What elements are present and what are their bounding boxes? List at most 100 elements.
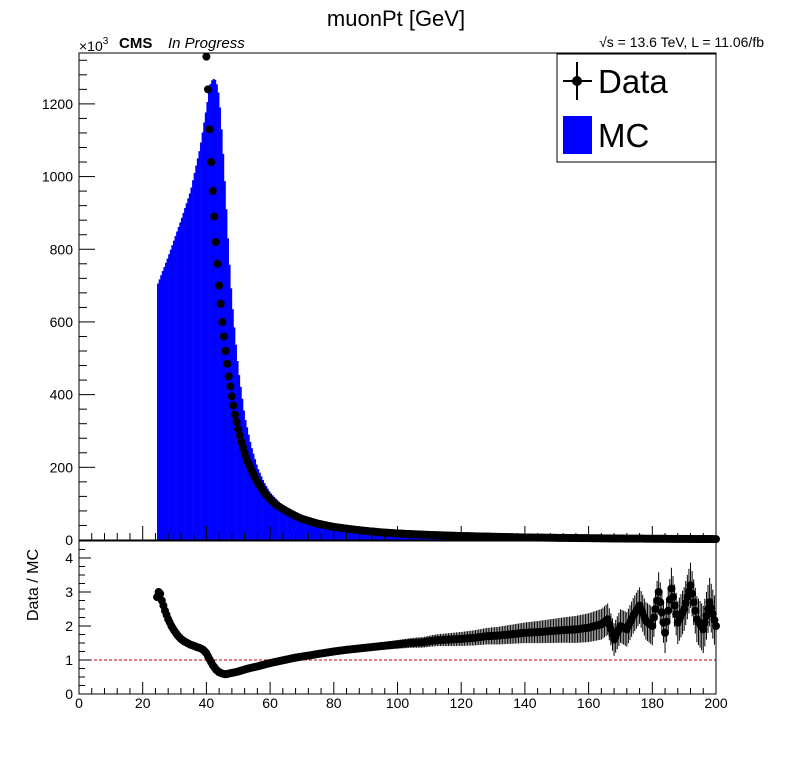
mc-histogram-bin bbox=[357, 530, 360, 540]
x-tick-label: 80 bbox=[326, 695, 342, 711]
data-point bbox=[231, 410, 240, 419]
mc-histogram-bin bbox=[182, 212, 185, 540]
mc-histogram-bin bbox=[303, 519, 306, 540]
data-point bbox=[229, 401, 238, 410]
y-axis-multiplier-exponent: 3 bbox=[103, 36, 109, 47]
mc-histogram-bin bbox=[255, 464, 258, 540]
mc-histogram-bin bbox=[354, 530, 357, 540]
mc-histogram-bin bbox=[364, 531, 366, 540]
mc-histogram-bin bbox=[243, 410, 245, 540]
ratio-y-axis-label: Data / MC bbox=[25, 549, 42, 621]
ratio-y-tick-label: 4 bbox=[65, 550, 73, 566]
legend: Data MC bbox=[556, 53, 717, 163]
experiment-label: CMS bbox=[119, 35, 152, 52]
mc-histogram-bin bbox=[201, 132, 204, 540]
mc-histogram-bin bbox=[313, 522, 315, 540]
mc-histogram-bin bbox=[309, 521, 312, 540]
mc-histogram-bin bbox=[247, 434, 250, 540]
mc-histogram-bin bbox=[351, 530, 354, 540]
x-tick-label: 140 bbox=[513, 695, 537, 711]
mc-histogram-bin bbox=[327, 526, 330, 540]
mc-histogram-bin bbox=[341, 528, 344, 540]
mc-histogram-bin bbox=[330, 526, 333, 540]
mc-histogram-bin bbox=[268, 491, 271, 540]
mc-histogram-bin bbox=[376, 532, 379, 540]
data-point bbox=[224, 372, 233, 381]
mc-histogram-bin bbox=[325, 525, 328, 540]
data-point bbox=[205, 125, 214, 134]
mc-histogram-bin bbox=[362, 531, 365, 540]
mc-histogram-bin bbox=[270, 493, 272, 540]
data-point bbox=[210, 212, 219, 221]
mc-histogram-bin bbox=[207, 91, 210, 540]
mc-histogram-bin bbox=[381, 533, 384, 540]
mc-histogram-bin bbox=[278, 501, 280, 540]
mc-histogram-bin bbox=[185, 203, 188, 540]
mc-histogram-bin bbox=[166, 258, 169, 540]
mc-histogram-bin bbox=[359, 531, 362, 540]
mc-histogram-bin bbox=[300, 517, 303, 540]
data-point bbox=[203, 85, 212, 94]
mc-histogram-bin bbox=[301, 518, 304, 540]
mc-histogram-bin bbox=[367, 532, 370, 540]
mc-histogram-bin bbox=[343, 528, 346, 540]
mc-histogram-bin bbox=[257, 469, 260, 540]
mc-histogram-bin bbox=[360, 531, 363, 540]
x-tick-label: 180 bbox=[641, 695, 665, 711]
mc-histogram-bin bbox=[254, 459, 257, 540]
chart-title: muonPt [GeV] bbox=[327, 6, 465, 31]
mc-histogram-bin bbox=[306, 520, 309, 540]
mc-histogram-bin bbox=[365, 532, 368, 540]
mc-histogram-bin bbox=[249, 441, 252, 540]
ratio-y-tick-label: 0 bbox=[65, 686, 73, 702]
mc-histogram-bin bbox=[352, 530, 355, 540]
ratio-x-axis: 0 20 40 60 80 100 120 140 160 180 200 bbox=[75, 682, 728, 711]
mc-histogram-bin bbox=[356, 530, 358, 540]
mc-histogram-bin bbox=[262, 480, 265, 540]
mc-histogram-bin bbox=[297, 515, 300, 540]
mc-histogram-bin bbox=[349, 529, 352, 540]
ratio-point bbox=[156, 589, 165, 598]
main-y-tick-label: 1000 bbox=[42, 169, 73, 185]
data-point bbox=[218, 317, 227, 326]
legend-mc-swatch bbox=[563, 116, 592, 154]
mc-histogram-bin bbox=[375, 532, 378, 540]
mc-histogram-bin bbox=[370, 532, 373, 540]
mc-histogram-bin bbox=[171, 245, 174, 541]
legend-mc-label: MC bbox=[598, 117, 649, 154]
mc-histogram-bin bbox=[263, 483, 266, 540]
main-y-axis: 0 200 400 600 800 1000 1200 bbox=[42, 59, 95, 548]
ratio-plot-area bbox=[79, 562, 720, 679]
data-point bbox=[223, 359, 232, 368]
y-axis-multiplier: ×103 bbox=[79, 36, 109, 54]
sqrt-symbol: √ bbox=[599, 34, 607, 50]
main-plot-area bbox=[157, 52, 720, 544]
x-tick-label: 200 bbox=[704, 695, 728, 711]
mc-histogram-bin bbox=[193, 172, 196, 540]
mc-histogram-bin bbox=[383, 533, 386, 540]
data-point bbox=[211, 237, 220, 246]
mc-histogram-bin bbox=[187, 198, 190, 540]
y-axis-multiplier-base: ×10 bbox=[79, 38, 103, 54]
mc-histogram-bin bbox=[332, 527, 335, 540]
energy-lumi-label: √s = 13.6 TeV, L = 11.06/fb bbox=[599, 34, 764, 50]
mc-histogram-bin bbox=[172, 240, 175, 540]
mc-histogram-bin bbox=[192, 180, 194, 540]
mc-histogram-bin bbox=[252, 453, 255, 540]
legend-data-marker bbox=[572, 76, 582, 86]
x-tick-label: 60 bbox=[262, 695, 278, 711]
mc-histogram-bin bbox=[311, 521, 314, 540]
mc-histogram-bin bbox=[214, 79, 217, 541]
mc-histogram-bin bbox=[215, 84, 218, 540]
mc-histogram-bin bbox=[344, 529, 347, 540]
ratio-y-tick-label: 3 bbox=[65, 584, 73, 600]
mc-histogram-bin bbox=[271, 495, 274, 540]
x-tick-label: 120 bbox=[450, 695, 474, 711]
mc-histogram-bin bbox=[239, 386, 242, 540]
mc-histogram-bin bbox=[161, 271, 164, 540]
mc-histogram-bin bbox=[158, 279, 161, 540]
mc-histogram-bin bbox=[228, 264, 231, 540]
ratio-y-tick-label: 1 bbox=[65, 652, 73, 668]
mc-histogram-bin bbox=[316, 523, 319, 540]
data-point bbox=[227, 392, 236, 401]
